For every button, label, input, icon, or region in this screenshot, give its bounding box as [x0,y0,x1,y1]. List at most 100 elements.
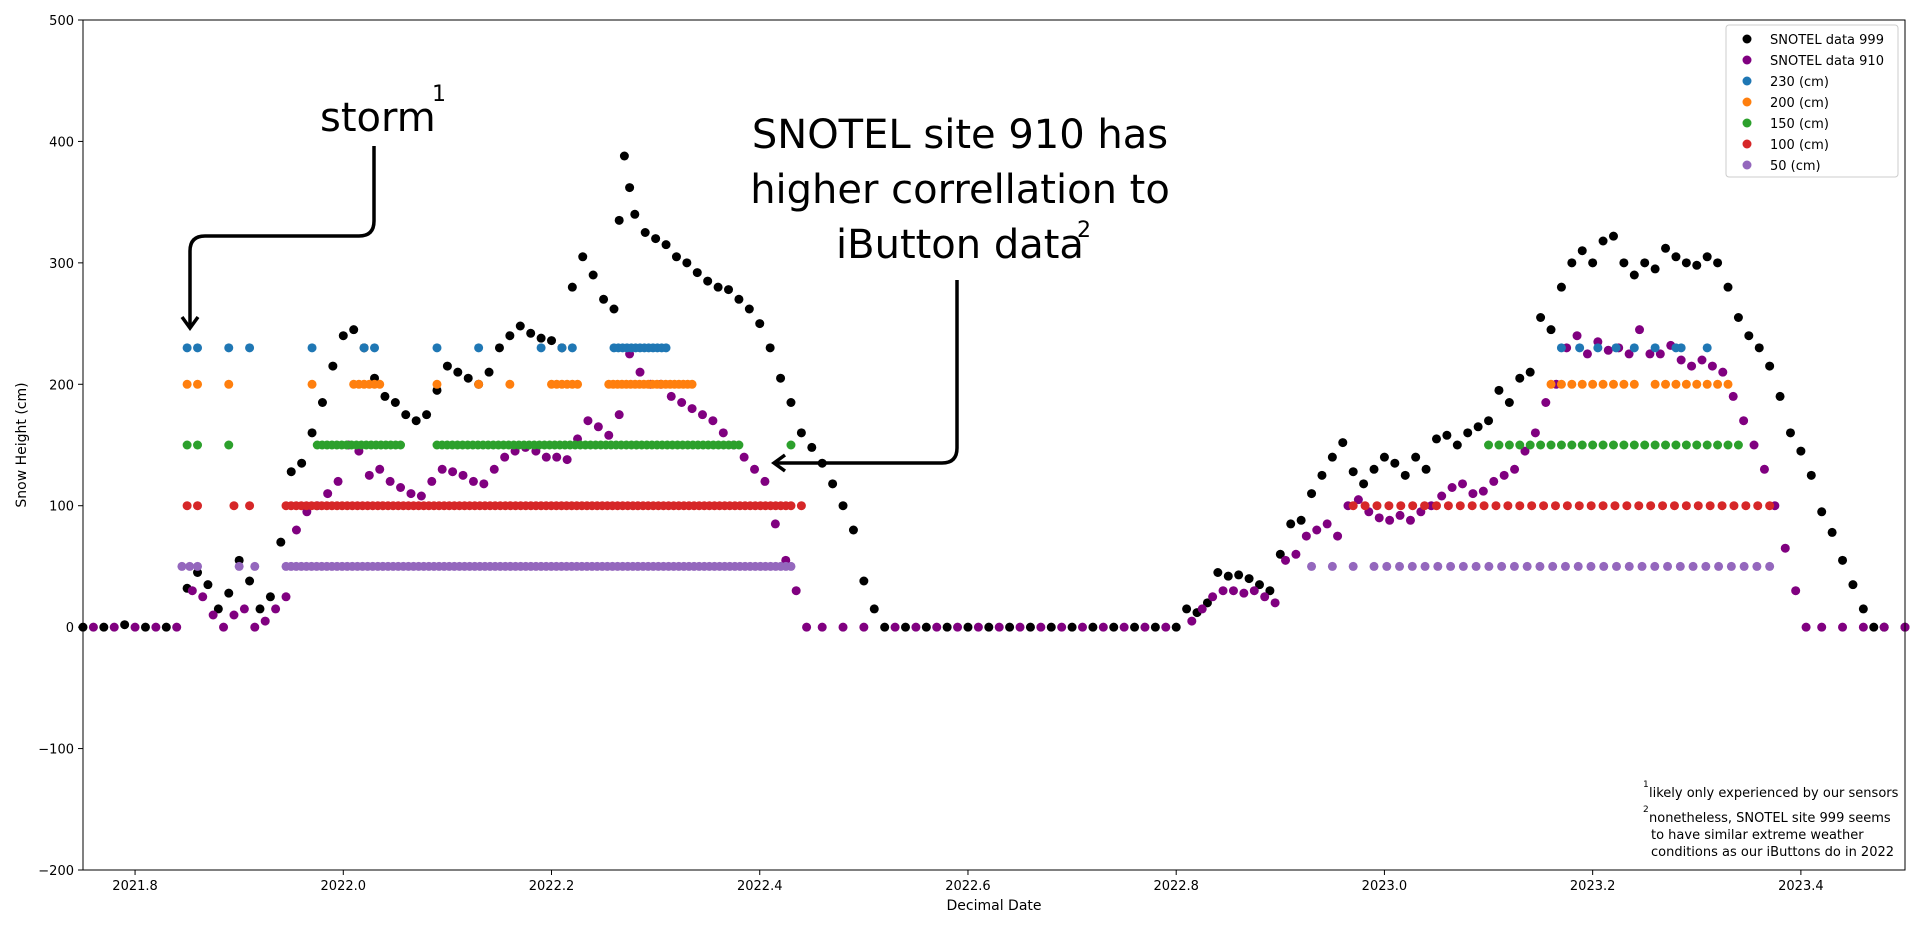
data-point [219,622,229,632]
data-point [474,379,484,389]
data-point [593,422,603,432]
data-point [396,483,406,492]
data-point [770,519,780,529]
data-point [1806,470,1816,480]
data-point [1838,622,1848,632]
scatter-marks [78,151,1910,632]
data-point [1260,592,1270,602]
data-point [1702,343,1712,353]
annotation-line-2: higher correllation to [750,167,1170,213]
data-point [1650,379,1660,389]
data-point [1322,519,1332,529]
data-point [182,379,192,389]
data-point [1421,464,1431,474]
data-point [1467,501,1477,511]
data-point [1515,501,1525,511]
legend[interactable]: SNOTEL data 999 SNOTEL data 910 230 (cm) 20… [1725,24,1899,178]
data-point [1458,561,1468,571]
data-point [786,561,796,571]
data-point [1567,379,1577,389]
snotel-910-arrow [775,280,959,465]
data-point [1629,440,1639,450]
data-point [635,367,645,377]
data-point [583,416,593,426]
data-point [1275,549,1285,559]
data-point [1281,555,1291,565]
data-point [224,440,234,450]
data-point [177,561,187,571]
footnote-1-marker: 1 [1643,780,1649,790]
footnote-2-marker: 2 [1643,805,1649,815]
data-point [1443,501,1453,511]
data-point [1598,236,1608,246]
data-point [286,467,296,477]
data-point [422,410,432,420]
data-point [1572,331,1582,341]
data-point [1765,501,1775,511]
data-point [838,501,848,511]
data-point [1562,501,1572,511]
data-point [437,464,447,474]
data-point [1550,501,1560,511]
data-point [1265,586,1275,596]
x-tick-label: 2022.6 [945,879,991,894]
data-point [1431,434,1441,444]
data-point [328,361,338,371]
data-point [1661,243,1671,253]
data-point [448,467,458,477]
data-point [1468,489,1478,499]
data-point [1759,464,1769,474]
data-point [1171,622,1181,632]
data-point [859,622,869,632]
data-point [1729,501,1739,511]
data-point [1455,501,1465,511]
data-point [1560,561,1570,571]
data-point [791,586,801,596]
data-point [744,304,754,314]
storm-annotation: storm 1 [180,82,446,331]
data-point [1301,531,1311,541]
data-point [1765,361,1775,371]
data-point [1556,379,1566,389]
data-point [1838,555,1848,565]
data-point [1390,458,1400,468]
data-point [1420,501,1430,511]
data-point [547,336,557,346]
data-point [1588,440,1598,450]
data-point [1588,258,1598,268]
data-point [994,622,1004,632]
data-point [1707,361,1717,371]
data-point [614,410,624,420]
data-point [848,525,858,535]
data-point [1369,464,1379,474]
y-tick-label: 100 [49,500,74,515]
snotel-910-arrowhead [771,453,787,473]
data-point [458,470,468,480]
annotation-line-3: iButton data [836,222,1084,268]
legend-marker [1742,160,1752,170]
data-point [323,489,333,499]
data-point [1515,440,1525,450]
x-axis: 2021.8 2022.0 2022.2 2022.4 2022.6 2022.8 2023… [112,870,1824,894]
data-point [468,476,478,486]
data-point [1197,604,1207,614]
data-point [1817,622,1827,632]
data-point [1360,501,1370,511]
data-point [224,343,234,353]
data-point [1586,561,1596,571]
data-point [1640,440,1650,450]
data-point [869,604,879,614]
storm-arrow [188,146,376,327]
x-tick-label: 2022.0 [321,879,367,894]
data-point [1522,561,1532,571]
data-point [182,440,192,450]
data-point [1697,355,1707,365]
data-point [671,252,681,262]
legend-marker [1742,34,1752,44]
annotation-line-1: SNOTEL site 910 has [752,112,1168,158]
data-point [463,373,473,383]
data-point [1525,440,1535,450]
data-point [1723,282,1733,292]
data-point [1586,501,1596,511]
legend-marker [1742,118,1752,128]
